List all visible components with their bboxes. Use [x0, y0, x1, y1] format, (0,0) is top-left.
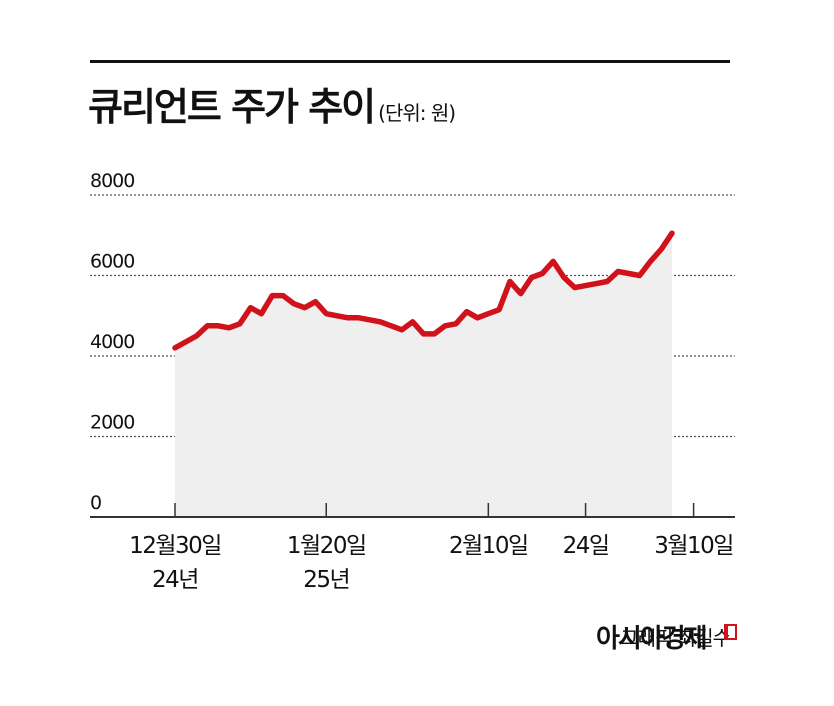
unit-label: (단위: 원): [378, 101, 456, 125]
brand-logo-text: 아시아경제: [596, 624, 708, 654]
y-tick-label: 2000: [90, 412, 134, 434]
x-tick-label: 24일: [563, 533, 609, 559]
brand-logo-mark-icon: [724, 624, 737, 640]
top-rule: [90, 60, 730, 63]
y-tick-label: 4000: [90, 331, 134, 353]
x-tick-label: 3월10일: [654, 533, 733, 559]
x-tick-label: 12월30일: [129, 533, 221, 559]
y-tick-label: 0: [90, 492, 101, 514]
y-tick-label: 8000: [90, 170, 134, 192]
chart-title: 큐리언트 주가 추이 (단위: 원): [88, 85, 456, 129]
graphic-credit: 그래픽 최길수: [620, 626, 731, 650]
area-fill: [175, 233, 672, 517]
x-tick-label: 2월10일: [449, 533, 528, 559]
y-tick-label: 6000: [90, 251, 134, 273]
x-tick-year-label: 24년: [152, 567, 198, 593]
price-line: [172, 230, 675, 351]
x-tick-year-label: 25년: [303, 567, 349, 593]
x-tick-label: 1월20일: [287, 533, 366, 559]
